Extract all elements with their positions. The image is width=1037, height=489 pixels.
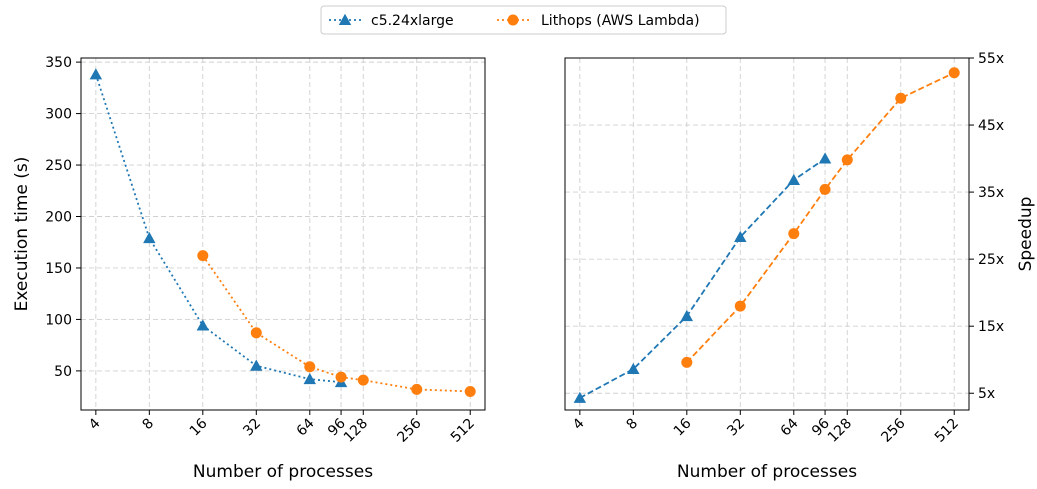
series-2 bbox=[197, 250, 476, 397]
y-tick-label: 350 bbox=[45, 55, 72, 71]
data-point bbox=[681, 356, 693, 368]
data-point bbox=[841, 154, 853, 166]
data-point bbox=[411, 383, 423, 395]
x-tick-label: 4 bbox=[570, 415, 588, 433]
legend-entry-c5-24xlarge: c5.24xlarge bbox=[329, 13, 454, 29]
y-tick-label: 15x bbox=[978, 319, 1004, 335]
data-point bbox=[573, 391, 587, 403]
data-point bbox=[948, 67, 960, 79]
x-tick-label: 8 bbox=[624, 416, 642, 434]
x-tick-label: 256 bbox=[394, 415, 424, 445]
y-axis-label: Execution time (s) bbox=[12, 157, 32, 312]
series-line bbox=[579, 157, 826, 399]
x-tick-label: 16 bbox=[187, 415, 211, 439]
x-tick-label: 128 bbox=[825, 416, 855, 446]
data-point bbox=[197, 250, 209, 262]
y-tick-label: 150 bbox=[45, 261, 72, 277]
y-tick-label: 250 bbox=[45, 158, 72, 174]
data-point bbox=[818, 152, 832, 164]
y-tick-label: 200 bbox=[45, 210, 72, 226]
y-axis-label: Speedup bbox=[1016, 197, 1036, 272]
series-2 bbox=[681, 67, 960, 368]
y-tick-label: 5x bbox=[978, 386, 995, 402]
data-point bbox=[304, 361, 316, 373]
y-tick-label: 100 bbox=[45, 312, 72, 328]
legend-label: Lithops (AWS Lambda) bbox=[541, 13, 700, 29]
legend-entry-lithops: Lithops (AWS Lambda) bbox=[497, 13, 700, 29]
x-tick-label: 64 bbox=[294, 415, 318, 439]
data-point bbox=[627, 362, 640, 375]
x-tick-label: 256 bbox=[878, 415, 908, 445]
legend-marker-circle bbox=[507, 14, 519, 26]
grid bbox=[565, 57, 969, 410]
series-1 bbox=[573, 152, 832, 403]
series-1 bbox=[89, 68, 348, 388]
y-tick-label: 25x bbox=[978, 252, 1004, 268]
data-point bbox=[788, 228, 800, 240]
x-tick-label: 4 bbox=[86, 415, 104, 433]
x-tick-label: 512 bbox=[932, 416, 962, 446]
data-point bbox=[819, 183, 831, 195]
x-tick-label: 128 bbox=[341, 416, 371, 446]
data-point bbox=[303, 372, 316, 385]
legend: c5.24xlarge Lithops (AWS Lambda) bbox=[320, 5, 727, 35]
x-tick-label: 32 bbox=[240, 416, 264, 440]
legend-marker-triangle bbox=[338, 13, 352, 25]
data-point bbox=[734, 230, 747, 242]
grid bbox=[81, 58, 485, 410]
data-point bbox=[143, 231, 156, 244]
x-tick-label: 32 bbox=[724, 416, 748, 440]
data-point bbox=[464, 385, 476, 397]
plot-frame bbox=[564, 57, 970, 411]
data-point bbox=[787, 173, 800, 185]
x-tick-label: 8 bbox=[140, 416, 158, 434]
data-point bbox=[250, 359, 263, 371]
series-line bbox=[94, 74, 342, 384]
legend-label: c5.24xlarge bbox=[371, 13, 454, 29]
series-line bbox=[686, 71, 955, 364]
x-axis-label: Number of processes bbox=[677, 462, 857, 482]
x-axis-label: Number of processes bbox=[193, 462, 373, 482]
x-tick-label: 512 bbox=[448, 416, 478, 446]
y-tick-label: 300 bbox=[45, 107, 72, 123]
y-tick-label: 55x bbox=[978, 51, 1004, 67]
y-tick-label: 45x bbox=[978, 118, 1004, 134]
data-point bbox=[335, 371, 347, 383]
data-point bbox=[196, 319, 210, 331]
y-tick-label: 35x bbox=[978, 185, 1004, 201]
data-point bbox=[734, 300, 746, 312]
data-point bbox=[895, 92, 907, 104]
x-tick-label: 64 bbox=[778, 415, 802, 439]
data-point bbox=[680, 309, 694, 322]
data-point bbox=[89, 68, 103, 80]
y-tick-label: 50 bbox=[54, 364, 72, 380]
plot-frame bbox=[80, 57, 486, 411]
data-point bbox=[250, 327, 262, 339]
x-tick-label: 16 bbox=[671, 415, 695, 439]
data-point bbox=[357, 374, 369, 386]
